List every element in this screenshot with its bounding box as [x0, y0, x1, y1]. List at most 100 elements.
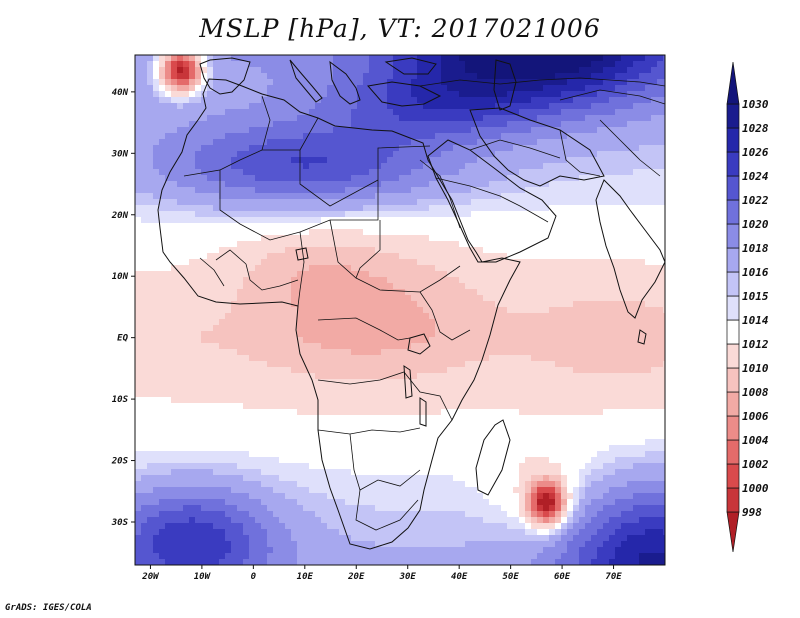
field-cell: [243, 139, 250, 146]
field-cell: [195, 151, 202, 158]
field-cell: [441, 349, 448, 356]
field-cell: [627, 199, 634, 206]
field-cell: [501, 85, 508, 92]
field-cell: [219, 205, 226, 212]
field-cell: [345, 259, 352, 266]
field-cell: [447, 103, 454, 110]
field-cell: [399, 151, 406, 158]
field-cell: [387, 241, 394, 248]
field-cell: [333, 127, 340, 134]
field-cell: [543, 295, 550, 302]
field-cell: [333, 265, 340, 272]
field-cell: [219, 181, 226, 188]
field-cell: [159, 79, 166, 86]
field-cell: [639, 67, 646, 74]
field-cell: [507, 337, 514, 344]
field-cell: [363, 271, 370, 278]
field-cell: [453, 217, 460, 224]
field-cell: [453, 355, 460, 362]
field-cell: [351, 361, 358, 368]
field-cell: [573, 79, 580, 86]
field-cell: [255, 181, 262, 188]
field-cell: [555, 79, 562, 86]
field-cell: [645, 193, 652, 200]
field-cell: [339, 115, 346, 122]
field-cell: [657, 373, 664, 380]
field-cell: [171, 205, 178, 212]
field-cell: [141, 235, 148, 242]
field-cell: [567, 103, 574, 110]
field-cell: [579, 193, 586, 200]
field-cell: [429, 229, 436, 236]
field-cell: [471, 61, 478, 68]
field-cell: [585, 283, 592, 290]
field-cell: [303, 121, 310, 128]
field-cell: [615, 259, 622, 266]
field-cell: [489, 109, 496, 116]
field-cell: [249, 361, 256, 368]
field-cell: [207, 175, 214, 182]
field-cell: [333, 139, 340, 146]
field-cell: [183, 61, 190, 68]
field-cell: [207, 331, 214, 338]
field-cell: [255, 157, 262, 164]
field-cell: [195, 337, 202, 344]
field-cell: [621, 139, 628, 146]
field-cell: [507, 235, 514, 242]
field-cell: [315, 283, 322, 290]
field-cell: [525, 175, 532, 182]
field-cell: [639, 337, 646, 344]
field-cell: [159, 277, 166, 284]
field-cell: [357, 67, 364, 74]
field-cell: [495, 193, 502, 200]
field-cell: [255, 325, 262, 332]
field-cell: [441, 67, 448, 74]
field-cell: [147, 193, 154, 200]
field-cell: [441, 307, 448, 314]
field-cell: [345, 67, 352, 74]
field-cell: [441, 163, 448, 170]
field-cell: [159, 325, 166, 332]
field-cell: [267, 205, 274, 212]
field-cell: [513, 343, 520, 350]
field-cell: [267, 91, 274, 98]
field-cell: [651, 127, 658, 134]
field-cell: [147, 85, 154, 92]
field-cell: [351, 157, 358, 164]
field-cell: [249, 271, 256, 278]
field-cell: [327, 79, 334, 86]
field-cell: [507, 175, 514, 182]
field-cell: [591, 271, 598, 278]
field-cell: [615, 139, 622, 146]
field-cell: [297, 103, 304, 110]
field-cell: [465, 67, 472, 74]
field-cell: [189, 259, 196, 266]
field-cell: [543, 235, 550, 242]
field-cell: [261, 319, 268, 326]
field-cell: [471, 241, 478, 248]
field-cell: [495, 313, 502, 320]
field-cell: [237, 55, 244, 62]
field-cell: [657, 169, 664, 176]
field-cell: [555, 367, 562, 374]
field-cell: [315, 235, 322, 242]
field-cell: [141, 373, 148, 380]
field-cell: [357, 145, 364, 152]
field-cell: [183, 103, 190, 110]
field-cell: [339, 253, 346, 260]
field-cell: [177, 187, 184, 194]
field-cell: [279, 283, 286, 290]
field-cell: [483, 151, 490, 158]
field-cell: [537, 319, 544, 326]
field-cell: [657, 313, 664, 320]
field-cell: [363, 169, 370, 176]
field-cell: [477, 247, 484, 254]
field-cell: [189, 103, 196, 110]
field-cell: [363, 127, 370, 134]
field-cell: [159, 301, 166, 308]
field-cell: [549, 181, 556, 188]
field-cell: [579, 229, 586, 236]
field-cell: [345, 271, 352, 278]
field-cell: [555, 97, 562, 104]
field-cell: [303, 373, 310, 380]
